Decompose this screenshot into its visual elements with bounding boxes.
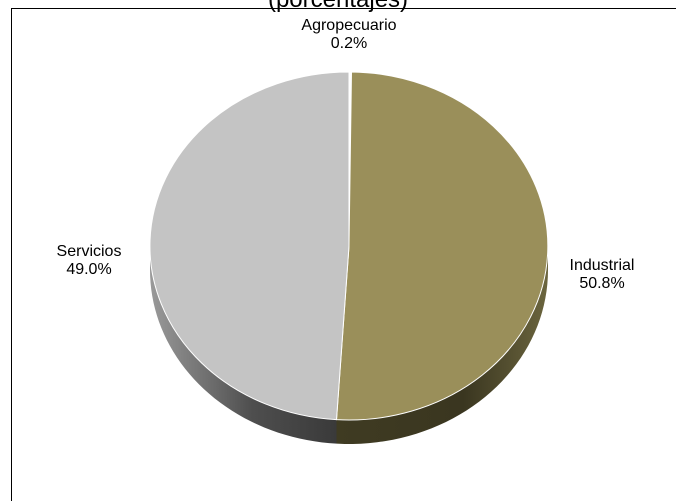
slice-label-agropecuario: Agropecuario 0.2% [301,17,396,52]
pie-sides [150,246,548,444]
pie-tops [149,71,549,421]
pie-slice-servicios [149,71,350,421]
slice-label-name: Industrial [570,257,635,274]
pie-slice-industrial [335,71,549,421]
pie-side-servicios [150,246,337,444]
chart-title: (porcentajes) [0,0,676,14]
chart-area [11,8,676,501]
pie-labels: Agropecuario 0.2% Industrial 50.8% Servicios… [57,17,635,292]
slice-label-value: 49.0% [66,261,111,278]
slice-label-value: 50.8% [579,275,624,292]
slice-label-industrial: Industrial 50.8% [570,257,635,292]
slice-label-name: Agropecuario [301,17,396,34]
slice-label-name: Servicios [57,243,122,260]
slice-label-value: 0.2% [331,35,367,52]
slice-label-servicios: Servicios 49.0% [57,243,122,278]
pie-side-industrial [336,246,548,444]
